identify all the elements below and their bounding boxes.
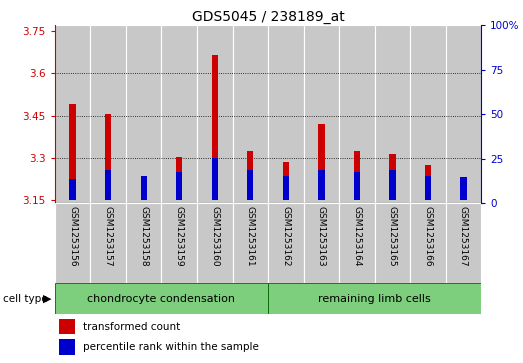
Bar (212, 55, 218, 200)
Bar (162, 203, 197, 283)
Bar (141, 193, 147, 200)
Bar (55, 203, 90, 283)
Text: GSM1253159: GSM1253159 (175, 206, 184, 266)
Text: GSM1253164: GSM1253164 (353, 206, 361, 266)
Bar (176, 172, 183, 200)
Text: transformed count: transformed count (83, 322, 180, 332)
Bar (247, 151, 254, 200)
Bar (389, 170, 395, 200)
Text: GSM1253158: GSM1253158 (139, 206, 148, 266)
Text: GSM1253161: GSM1253161 (246, 206, 255, 266)
Bar (70, 105, 76, 200)
Bar (460, 178, 467, 200)
Bar (425, 176, 431, 200)
Text: GSM1253162: GSM1253162 (281, 206, 290, 266)
Bar (126, 203, 162, 283)
Bar (339, 25, 374, 203)
Bar (59, 319, 74, 334)
Text: GSM1253160: GSM1253160 (210, 206, 219, 266)
Bar (318, 124, 324, 200)
Bar (268, 203, 303, 283)
Bar (105, 170, 111, 200)
Bar (268, 25, 303, 203)
Bar (410, 203, 446, 283)
Text: GSM1253157: GSM1253157 (104, 206, 112, 266)
Bar (268, 283, 481, 314)
Bar (59, 339, 74, 355)
Text: chondrocyte condensation: chondrocyte condensation (87, 294, 235, 303)
Bar (105, 114, 111, 200)
Bar (374, 25, 410, 203)
Bar (446, 203, 481, 283)
Bar (126, 25, 162, 203)
Text: percentile rank within the sample: percentile rank within the sample (83, 342, 259, 352)
Bar (303, 203, 339, 283)
Text: remaining limb cells: remaining limb cells (318, 294, 431, 303)
Bar (55, 283, 268, 314)
Text: ▶: ▶ (43, 294, 51, 303)
Bar (233, 25, 268, 203)
Bar (282, 162, 289, 200)
Bar (410, 25, 446, 203)
Bar (303, 25, 339, 203)
Bar (460, 196, 467, 200)
Text: GSM1253163: GSM1253163 (317, 206, 326, 266)
Bar (197, 25, 233, 203)
Text: GSM1253167: GSM1253167 (459, 206, 468, 266)
Bar (339, 203, 374, 283)
Bar (233, 203, 268, 283)
Bar (212, 158, 218, 200)
Bar (141, 176, 147, 200)
Bar (354, 172, 360, 200)
Bar (90, 203, 126, 283)
Text: GSM1253165: GSM1253165 (388, 206, 397, 266)
Title: GDS5045 / 238189_at: GDS5045 / 238189_at (191, 11, 345, 24)
Bar (197, 203, 233, 283)
Bar (176, 157, 183, 200)
Text: GSM1253166: GSM1253166 (424, 206, 433, 266)
Bar (162, 25, 197, 203)
Bar (55, 25, 90, 203)
Bar (90, 25, 126, 203)
Bar (389, 154, 395, 200)
Bar (425, 165, 431, 200)
Text: GSM1253156: GSM1253156 (68, 206, 77, 266)
Bar (282, 176, 289, 200)
Bar (70, 179, 76, 200)
Bar (374, 203, 410, 283)
Bar (446, 25, 481, 203)
Text: cell type: cell type (3, 294, 47, 303)
Bar (318, 170, 324, 200)
Bar (247, 170, 254, 200)
Bar (354, 151, 360, 200)
